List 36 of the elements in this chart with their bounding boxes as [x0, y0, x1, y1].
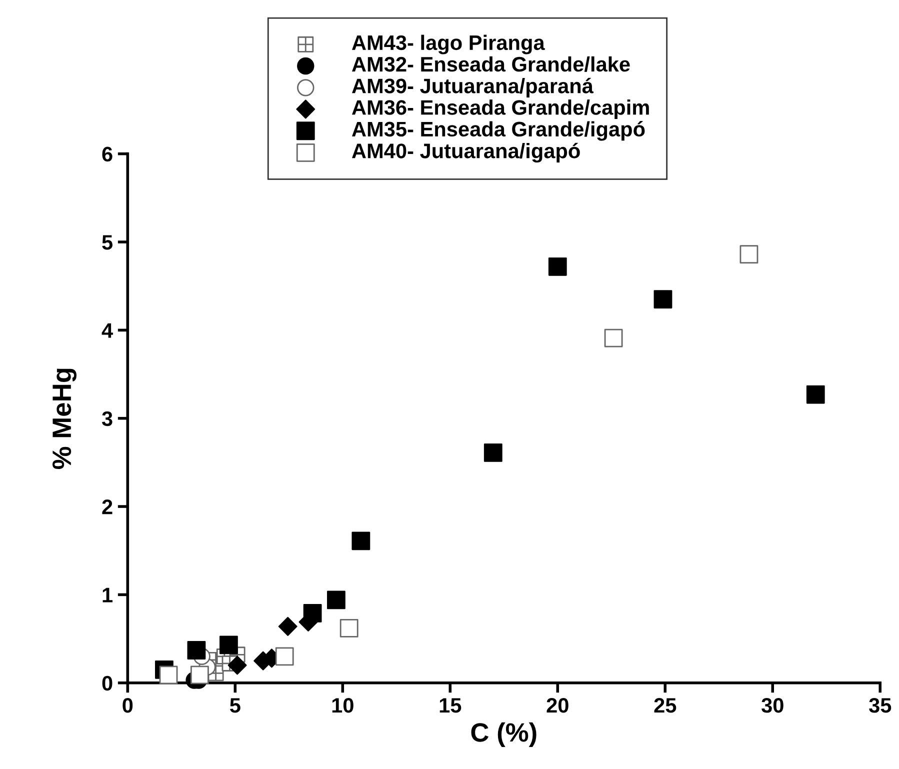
- y-tick-label: 2: [102, 500, 112, 514]
- y-tick-label: 1: [102, 588, 112, 602]
- point: [228, 656, 247, 675]
- x-tick-label: 20: [546, 698, 568, 713]
- y-axis-title: % MeHg: [52, 368, 76, 469]
- y-tick-label: 0: [102, 676, 112, 691]
- x-tick-label: 0: [122, 698, 133, 713]
- x-axis-title: C (%): [471, 722, 536, 748]
- point: [484, 444, 502, 462]
- x-tick-label: 15: [440, 698, 462, 713]
- y-tick-label: 3: [102, 411, 112, 426]
- point: [190, 666, 209, 684]
- y-tick-label: 4: [102, 323, 113, 338]
- x-tick-label: 25: [654, 698, 676, 713]
- point: [326, 590, 346, 610]
- x-tick-label: 5: [230, 698, 240, 713]
- y-tick-label: 5: [102, 235, 112, 250]
- legend-label: AM32- Enseada Grande/lake: [352, 56, 630, 72]
- point: [352, 532, 370, 550]
- point: [278, 616, 298, 636]
- y-tick-label: 6: [102, 146, 112, 162]
- point: [654, 290, 672, 308]
- point: [548, 257, 567, 276]
- point: [187, 641, 206, 660]
- point: [159, 666, 178, 684]
- x-tick-label: 10: [332, 698, 354, 713]
- legend-label: AM43- lago Piranga: [352, 34, 545, 54]
- point: [220, 636, 238, 654]
- x-tick-label: 35: [869, 698, 892, 713]
- legend-label: AM36- Enseada Grande/capim: [352, 100, 649, 119]
- legend-label: AM40- Jutuarana/igapó: [352, 142, 580, 163]
- legend-label: AM35- Enseada Grande/igapó: [352, 121, 645, 141]
- point: [303, 604, 322, 622]
- legend-label: AM39- Jutuarana/paraná: [352, 78, 594, 98]
- x-tick-label: 30: [762, 698, 784, 713]
- point: [806, 385, 825, 404]
